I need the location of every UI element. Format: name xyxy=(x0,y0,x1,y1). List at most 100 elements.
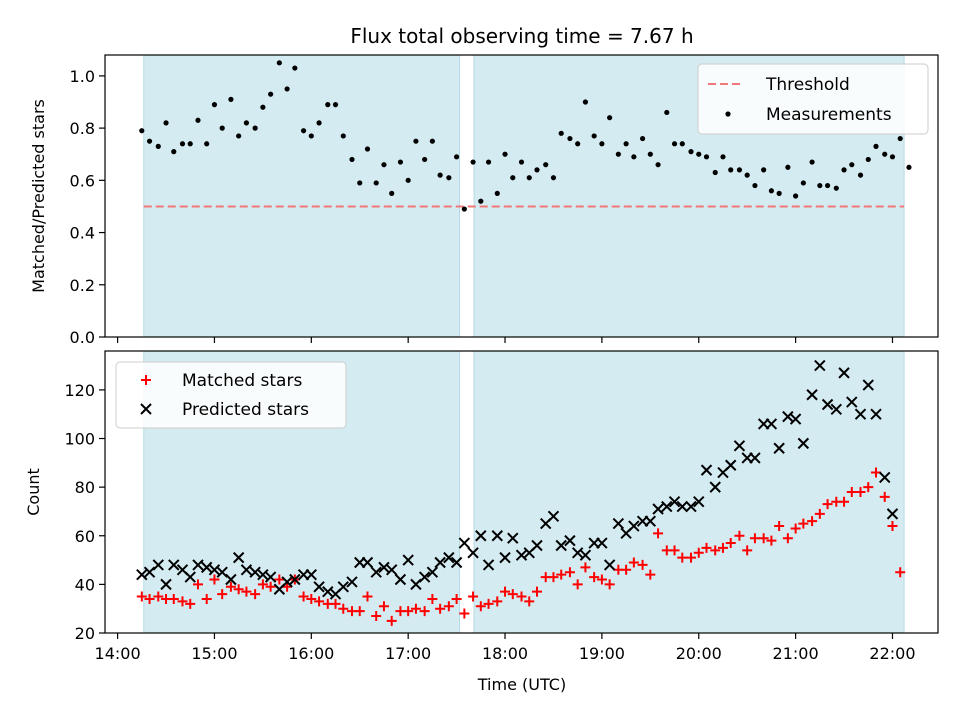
top-series-0-point-38 xyxy=(446,175,452,181)
top-series-0-point-63 xyxy=(647,151,653,157)
bottom-axes-frame xyxy=(104,350,939,634)
bottom-series-1-point-32 xyxy=(394,573,407,586)
bottom-series-0-point-76 xyxy=(749,533,760,544)
top-series-0-point-89 xyxy=(857,172,864,178)
bottom-series-1-point-2 xyxy=(152,559,164,571)
top-series-0-point-36 xyxy=(429,138,435,144)
top-series-0-point-17 xyxy=(276,60,282,66)
bottom-series-1-point-31 xyxy=(385,564,398,576)
bottom-series-1-point-84 xyxy=(814,359,826,372)
top-series-0-point-35 xyxy=(422,156,428,163)
bottom-series-1-point-23 xyxy=(322,585,334,598)
bottom-series-1-point-44 xyxy=(491,530,503,542)
bottom-y-tick-label-2: 60 xyxy=(75,527,95,546)
bottom-series-1-point-41 xyxy=(467,547,479,559)
top-series-0-point-49 xyxy=(534,167,540,173)
top-y-axis-label: Matched/Predicted stars xyxy=(29,99,48,293)
bottom-series-0-point-47 xyxy=(516,591,527,602)
top-series-0-point-28 xyxy=(364,146,371,152)
bottom-series-1-point-71 xyxy=(709,481,721,493)
bottom-series-0-point-38 xyxy=(443,601,454,612)
bottom-series-0-point-16 xyxy=(265,581,276,592)
bottom-x-tick-label-7: 21:00 xyxy=(773,644,819,663)
top-series-0-point-84 xyxy=(817,182,823,189)
bottom-series-1-point-83 xyxy=(806,389,818,401)
bottom-series-1-point-89 xyxy=(854,408,867,420)
bottom-series-1-point-86 xyxy=(830,403,843,416)
top-series-0-point-56 xyxy=(591,133,597,139)
top-series-0-point-65 xyxy=(664,109,670,116)
bottom-series-0-point-77 xyxy=(758,533,769,544)
top-series-0-point-71 xyxy=(712,169,718,176)
bottom-series-1-point-57 xyxy=(596,537,608,549)
bottom-series-0-point-71 xyxy=(710,545,721,556)
bottom-x-tick-label-2: 16:00 xyxy=(288,644,334,663)
bottom-series-1-point-47 xyxy=(515,549,528,561)
bottom-series-1-point-21 xyxy=(305,568,318,581)
bottom-series-1-point-46 xyxy=(507,532,519,544)
bottom-series-1-point-63 xyxy=(644,515,657,527)
bottom-series-0-point-18 xyxy=(282,581,293,592)
bottom-series-1-point-73 xyxy=(725,459,737,471)
top-series-0-point-39 xyxy=(454,154,460,160)
bottom-series-1-point-10 xyxy=(216,566,228,578)
bottom-series-0-point-68 xyxy=(686,552,697,563)
bottom-series-0-point-70 xyxy=(701,542,712,553)
bottom-series-0-point-34 xyxy=(410,603,421,614)
top-y-tick-label-2: 0.4 xyxy=(70,224,95,243)
bottom-series-0-point-72 xyxy=(717,542,728,553)
top-series-0-point-2 xyxy=(155,143,161,149)
bottom-series-1-point-82 xyxy=(797,437,810,450)
bottom-series-1-point-16 xyxy=(264,571,277,583)
bottom-series-1-point-54 xyxy=(571,547,584,559)
bottom-series-1-point-26 xyxy=(346,576,358,588)
top-y-tick-label-0: 0.0 xyxy=(70,328,95,347)
bottom-series-0-point-87 xyxy=(839,496,850,507)
bottom-series-0-point-40 xyxy=(459,608,470,619)
bottom-series-1-point-79 xyxy=(773,442,785,454)
bottom-y-tick-label-5: 120 xyxy=(64,381,95,400)
bottom-series-1-point-55 xyxy=(579,549,592,561)
bottom-series-0-point-78 xyxy=(766,535,777,546)
top-series-0-point-7 xyxy=(195,117,201,123)
bottom-series-0-point-84 xyxy=(814,508,825,519)
bottom-series-0-point-1 xyxy=(144,593,155,604)
bottom-series-0-point-75 xyxy=(742,545,753,556)
bottom-series-0-point-43 xyxy=(483,598,494,609)
top-y-tick-label-4: 0.8 xyxy=(70,119,95,138)
bottom-series-1-point-19 xyxy=(289,573,301,586)
bottom-series-0-point-55 xyxy=(580,562,591,573)
top-series-0-point-75 xyxy=(744,172,750,178)
top-series-0-point-45 xyxy=(502,151,508,157)
bottom-series-1-point-38 xyxy=(443,551,455,564)
top-series-0-point-78 xyxy=(768,188,775,194)
bottom-series-1-point-14 xyxy=(249,566,261,578)
bottom-series-1-point-91 xyxy=(870,408,882,420)
bottom-series-1-point-66 xyxy=(668,496,681,508)
bottom-legend-box xyxy=(115,361,347,429)
bottom-series-1-point-67 xyxy=(676,500,688,513)
bottom-series-0-point-53 xyxy=(564,567,575,578)
bottom-series-1-point-76 xyxy=(749,452,761,464)
bottom-series-1-point-59 xyxy=(612,517,625,530)
bottom-series-0-point-90 xyxy=(863,482,874,493)
bottom-series-0-point-9 xyxy=(209,574,220,585)
bottom-series-0-point-2 xyxy=(153,591,164,602)
bottom-series-1-point-69 xyxy=(693,496,705,508)
top-series-0-point-6 xyxy=(187,141,193,147)
bottom-series-0-point-94 xyxy=(895,567,906,578)
top-series-0-point-25 xyxy=(340,133,346,139)
bottom-series-1-point-22 xyxy=(313,581,325,593)
bottom-series-1-point-52 xyxy=(555,539,567,552)
bottom-series-0-point-80 xyxy=(782,533,793,544)
top-series-0-point-10 xyxy=(219,125,225,131)
bottom-series-0-point-73 xyxy=(725,538,736,549)
bottom-series-1-point-36 xyxy=(426,566,439,578)
top-series-0-point-23 xyxy=(325,102,331,108)
bottom-series-0-point-33 xyxy=(403,606,414,617)
top-legend: Threshold Measurements xyxy=(697,63,929,135)
top-shaded-interval-0 xyxy=(143,54,461,338)
top-series-0-point-53 xyxy=(567,135,573,142)
bottom-series-1-point-42 xyxy=(475,530,487,542)
top-series-0-point-73 xyxy=(728,167,734,173)
